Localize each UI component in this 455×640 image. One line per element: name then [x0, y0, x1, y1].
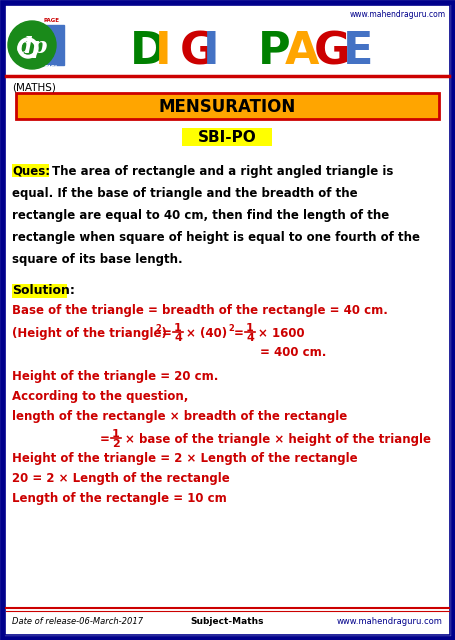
- Text: Date of release-06-March-2017: Date of release-06-March-2017: [12, 618, 143, 627]
- Text: DIGI: DIGI: [45, 65, 57, 70]
- Text: (Height of the triangle): (Height of the triangle): [12, 327, 167, 340]
- Text: P: P: [258, 31, 291, 74]
- Text: www.mahendraguru.com: www.mahendraguru.com: [337, 618, 443, 627]
- Text: I: I: [203, 31, 220, 74]
- Text: E: E: [343, 31, 374, 74]
- Circle shape: [18, 38, 38, 58]
- Text: × (40): × (40): [186, 327, 227, 340]
- Text: MENSURATION: MENSURATION: [158, 98, 296, 116]
- Text: dp: dp: [16, 36, 47, 58]
- Text: 1: 1: [112, 429, 120, 439]
- Text: Height of the triangle = 20 cm.: Height of the triangle = 20 cm.: [12, 370, 218, 383]
- Text: D: D: [130, 31, 167, 74]
- Bar: [16, 93, 439, 119]
- Bar: [42, 25, 64, 65]
- Text: × 1600: × 1600: [258, 327, 305, 340]
- Text: 1: 1: [246, 323, 254, 333]
- Text: Length of the rectangle = 10 cm: Length of the rectangle = 10 cm: [12, 492, 227, 505]
- Text: Height of the triangle = 2 × Length of the rectangle: Height of the triangle = 2 × Length of t…: [12, 452, 358, 465]
- Text: (MATHS): (MATHS): [12, 83, 56, 93]
- Text: =: =: [234, 327, 244, 340]
- Text: = 400 cm.: = 400 cm.: [260, 346, 326, 359]
- Circle shape: [22, 42, 34, 54]
- Text: 20 = 2 × Length of the rectangle: 20 = 2 × Length of the rectangle: [12, 472, 230, 485]
- Text: SBI-PO: SBI-PO: [197, 131, 256, 145]
- Text: According to the question,: According to the question,: [12, 390, 188, 403]
- Text: A: A: [285, 31, 319, 74]
- Text: 4: 4: [174, 333, 182, 343]
- Text: 4: 4: [246, 333, 254, 343]
- Bar: [12, 164, 49, 177]
- Text: G: G: [314, 31, 350, 74]
- Circle shape: [8, 21, 56, 69]
- Text: equal. If the base of triangle and the breadth of the: equal. If the base of triangle and the b…: [12, 186, 358, 200]
- Text: PAGE: PAGE: [43, 18, 59, 23]
- Text: The area of rectangle and a right angled triangle is: The area of rectangle and a right angled…: [52, 164, 394, 177]
- Text: 2: 2: [228, 324, 234, 333]
- Text: Subject-Maths: Subject-Maths: [190, 618, 264, 627]
- Bar: [12, 284, 67, 298]
- Text: G: G: [180, 31, 217, 74]
- Text: rectangle are equal to 40 cm, then find the length of the: rectangle are equal to 40 cm, then find …: [12, 209, 389, 221]
- Text: Solution:: Solution:: [12, 285, 75, 298]
- Text: www.mahendraguru.com: www.mahendraguru.com: [350, 10, 446, 19]
- Text: square of its base length.: square of its base length.: [12, 253, 182, 266]
- Text: Base of the triangle = breadth of the rectangle = 40 cm.: Base of the triangle = breadth of the re…: [12, 304, 388, 317]
- Text: 2: 2: [155, 324, 161, 333]
- Text: =: =: [162, 327, 172, 340]
- Text: 1: 1: [174, 323, 182, 333]
- Text: × base of the triangle × height of the triangle: × base of the triangle × height of the t…: [125, 433, 431, 446]
- Text: length of the rectangle × breadth of the rectangle: length of the rectangle × breadth of the…: [12, 410, 347, 423]
- Bar: [182, 128, 272, 146]
- Text: 2: 2: [112, 439, 120, 449]
- Text: I: I: [155, 31, 172, 74]
- Text: rectangle when square of height is equal to one fourth of the: rectangle when square of height is equal…: [12, 230, 420, 243]
- Text: Ques:: Ques:: [12, 164, 50, 177]
- Text: =: =: [100, 433, 110, 446]
